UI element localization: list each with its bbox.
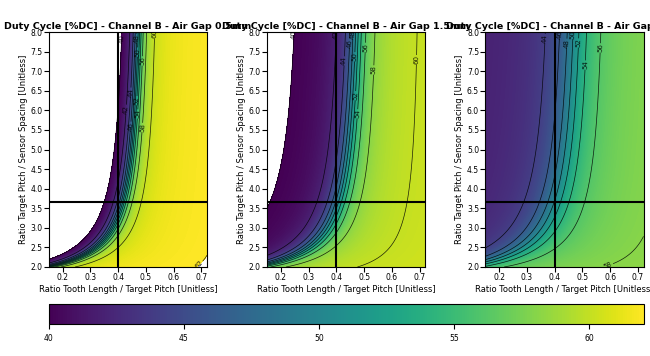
Text: 62: 62 — [194, 260, 204, 270]
Text: 42: 42 — [123, 105, 129, 114]
Text: 50: 50 — [352, 52, 358, 61]
Text: 46: 46 — [346, 39, 353, 48]
Text: 60: 60 — [413, 55, 419, 64]
X-axis label: Ratio Tooth Length / Target Pitch [Unitless]: Ratio Tooth Length / Target Pitch [Unitl… — [475, 285, 650, 294]
Text: 58: 58 — [603, 261, 613, 270]
Text: 52: 52 — [352, 91, 359, 100]
Text: 56: 56 — [139, 56, 146, 66]
Text: 50: 50 — [570, 30, 576, 39]
Text: 50: 50 — [135, 48, 140, 57]
Text: 48: 48 — [564, 39, 570, 48]
Text: 52: 52 — [133, 96, 140, 105]
Y-axis label: Ratio Target Pitch / Sensor Spacing [Unitless]: Ratio Target Pitch / Sensor Spacing [Uni… — [455, 55, 464, 244]
Text: 60: 60 — [151, 29, 158, 38]
Text: 54: 54 — [354, 109, 361, 118]
Text: 44: 44 — [127, 88, 134, 96]
Title: Duty Cycle [%DC] - Channel B - Air Gap 0.5mm: Duty Cycle [%DC] - Channel B - Air Gap 0… — [4, 22, 252, 31]
Text: 48: 48 — [133, 34, 140, 43]
Text: 46: 46 — [127, 122, 134, 131]
Text: 40: 40 — [118, 34, 125, 43]
Y-axis label: Ratio Target Pitch / Sensor Spacing [Unitless]: Ratio Target Pitch / Sensor Spacing [Uni… — [19, 55, 27, 244]
Text: 48: 48 — [350, 30, 356, 39]
Text: 42: 42 — [333, 30, 339, 39]
Y-axis label: Ratio Target Pitch / Sensor Spacing [Unitless]: Ratio Target Pitch / Sensor Spacing [Uni… — [237, 55, 246, 244]
Title: Duty Cycle [%DC] - Channel B - Air Gap 3mm: Duty Cycle [%DC] - Channel B - Air Gap 3… — [446, 22, 650, 31]
Text: 40: 40 — [291, 30, 297, 39]
X-axis label: Ratio Tooth Length / Target Pitch [Unitless]: Ratio Tooth Length / Target Pitch [Unitl… — [38, 285, 217, 294]
Title: Duty Cycle [%DC] - Channel B - Air Gap 1.5mm: Duty Cycle [%DC] - Channel B - Air Gap 1… — [222, 22, 470, 31]
X-axis label: Ratio Tooth Length / Target Pitch [Unitless]: Ratio Tooth Length / Target Pitch [Unitl… — [257, 285, 436, 294]
Text: 58: 58 — [139, 123, 146, 132]
Text: 56: 56 — [597, 43, 603, 52]
Text: 54: 54 — [135, 109, 141, 119]
Text: 58: 58 — [370, 66, 377, 74]
Text: 52: 52 — [575, 38, 582, 47]
Text: 56: 56 — [362, 43, 369, 52]
Text: 54: 54 — [582, 61, 588, 69]
Text: 44: 44 — [341, 56, 347, 66]
Text: 44: 44 — [542, 34, 548, 43]
Text: 46: 46 — [556, 30, 563, 39]
